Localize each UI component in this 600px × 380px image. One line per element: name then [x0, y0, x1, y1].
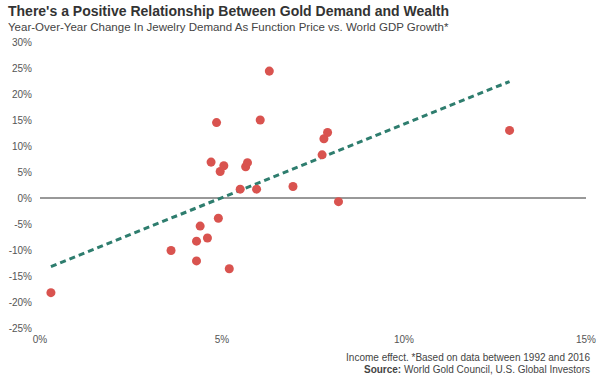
svg-text:10%: 10% — [12, 141, 32, 152]
svg-text:-25%: -25% — [9, 323, 32, 334]
svg-text:10%: 10% — [394, 334, 414, 345]
html-text:Source: World Gold Council, U.: Source: World Gold Council, U.S. Global … — [364, 364, 590, 375]
svg-text:-5%: -5% — [14, 219, 32, 230]
svg-text:0%: 0% — [18, 193, 33, 204]
html-text:Year-Over-Year Change In Jewel: Year-Over-Year Change In Jewelry Demand … — [8, 21, 449, 33]
svg-text:5%: 5% — [215, 334, 230, 345]
html-text:Income effect. *Based on data: Income effect. *Based on data between 19… — [346, 352, 590, 363]
svg-text:30%: 30% — [12, 37, 32, 48]
svg-text:-15%: -15% — [9, 271, 32, 282]
svg-text:-10%: -10% — [9, 245, 32, 256]
svg-text:15%: 15% — [12, 115, 32, 126]
html-text:There's a Positive Relationshi: There's a Positive Relationship Between … — [8, 3, 450, 19]
svg-text:0%: 0% — [33, 334, 48, 345]
svg-text:5%: 5% — [18, 167, 33, 178]
svg-text:20%: 20% — [12, 89, 32, 100]
svg-text:25%: 25% — [12, 63, 32, 74]
svg-text:15%: 15% — [576, 334, 592, 345]
svg-text:-20%: -20% — [9, 297, 32, 308]
